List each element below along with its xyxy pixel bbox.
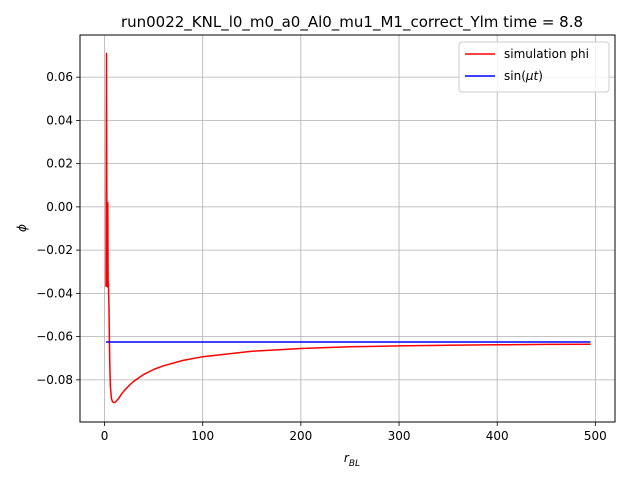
y-tick-label: −0.06 — [36, 330, 73, 344]
series-layer — [105, 52, 591, 404]
chart-title: run0022_KNL_l0_m0_a0_Al0_mu1_M1_correct_… — [121, 13, 583, 32]
plot-frame — [79, 34, 616, 423]
y-tick-label: −0.02 — [36, 243, 73, 257]
y-tick-label: −0.04 — [36, 286, 73, 300]
x-tick-label: 200 — [289, 429, 312, 443]
x-tick-label: 500 — [584, 429, 607, 443]
legend-sin-suffix: ) — [538, 69, 543, 83]
legend: simulation phi sin(μt) — [458, 41, 610, 93]
y-tick-label: 0.00 — [46, 200, 73, 214]
grid-lines — [80, 35, 615, 422]
y-tick-label: 0.06 — [46, 70, 73, 84]
x-tick-label: 400 — [486, 429, 509, 443]
y-axis-label: ϕ — [15, 224, 29, 232]
legend-label-sin-mu-t: sin(μt) — [504, 69, 543, 83]
y-tick-label: 0.04 — [46, 113, 73, 127]
x-tick-label: 100 — [191, 429, 214, 443]
legend-mu: μ — [525, 69, 534, 83]
legend-sin-prefix: sin( — [504, 69, 526, 83]
x-axis-label-subscript: BL — [349, 459, 360, 469]
x-tick-label: 300 — [388, 429, 411, 443]
legend-t: t — [534, 69, 540, 83]
x-tick-label: 0 — [101, 429, 109, 443]
y-tick-label: −0.08 — [36, 373, 73, 387]
legend-label-simulation-phi: simulation phi — [504, 47, 589, 61]
x-axis-label-main: r — [344, 451, 350, 465]
series-line-simulation-phi — [105, 52, 591, 404]
legend-box — [458, 41, 610, 93]
axis-ticks: 0 100 200 300 400 500 0.06 0.04 0.02 0.00 −0.02 −0.… — [36, 70, 607, 443]
y-tick-label: 0.02 — [46, 157, 73, 171]
x-axis-label: rBL — [344, 451, 360, 469]
